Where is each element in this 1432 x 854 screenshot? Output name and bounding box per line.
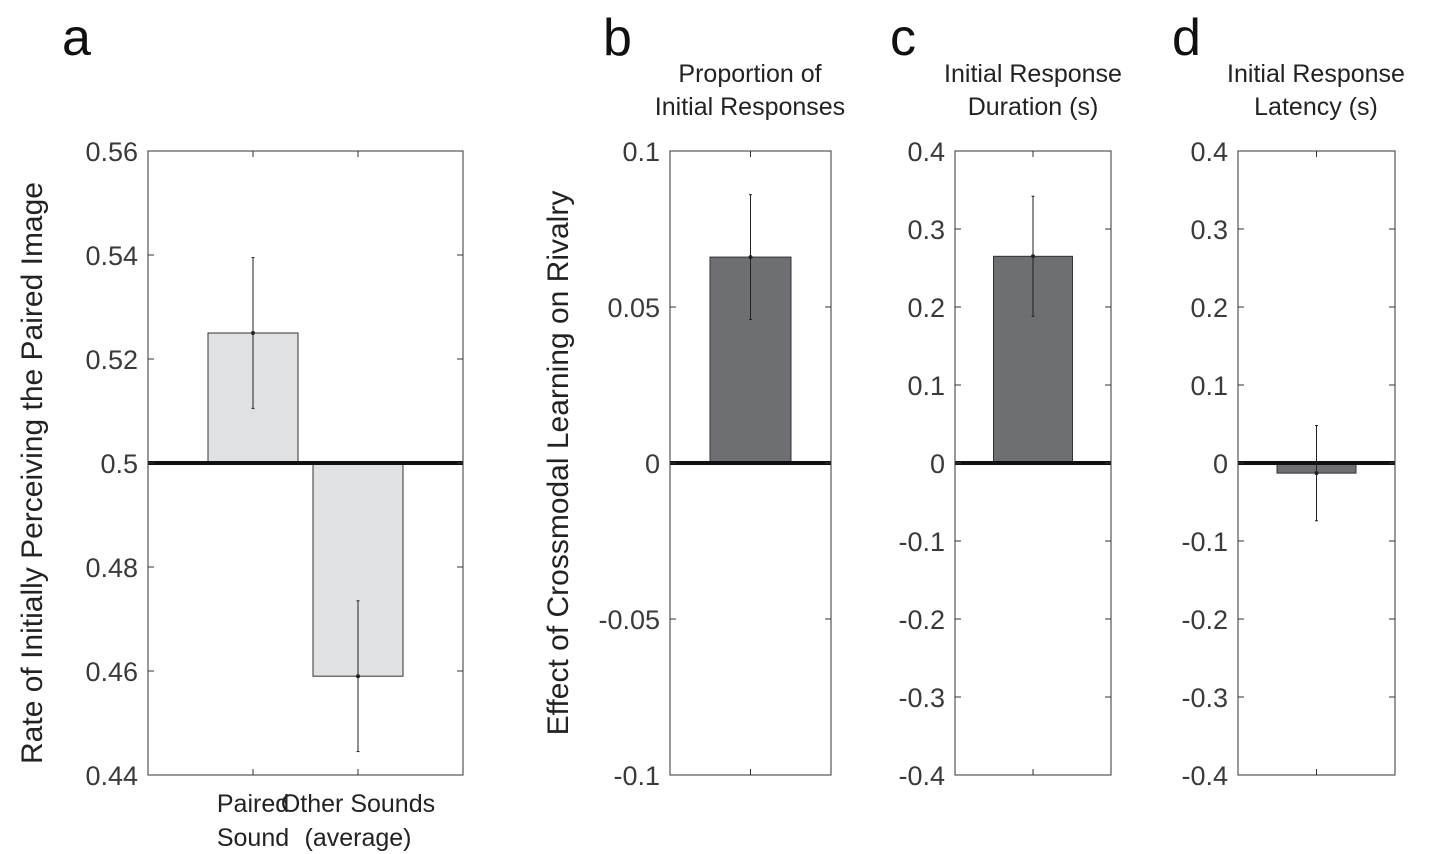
y-tick-label: 0 — [645, 449, 660, 479]
x-category-label: (average) — [305, 824, 412, 852]
panel-letter: d — [1172, 9, 1201, 67]
panel-letter: c — [890, 9, 916, 67]
y-tick-label: -0.1 — [898, 527, 945, 557]
y-tick-label: 0 — [1213, 449, 1228, 479]
y-tick-label: 0.3 — [907, 215, 945, 245]
y-tick-label: -0.3 — [898, 683, 945, 713]
panel-title-line: Proportion of — [678, 60, 821, 88]
panel-letter: a — [62, 9, 91, 67]
y-tick-label: 0.52 — [85, 345, 138, 375]
y-tick-label: 0.46 — [85, 657, 138, 687]
panel-title-line: Duration (s) — [968, 93, 1099, 121]
y-tick-label: 0.2 — [1190, 293, 1228, 323]
panel-a: a Rate of Initially Perceiving the Paired… — [16, 9, 464, 852]
mean-point — [356, 674, 360, 679]
y-tick-label: 0.44 — [85, 761, 138, 791]
y-tick-label: -0.2 — [898, 605, 945, 635]
y-tick-label: 0.4 — [907, 137, 945, 167]
y-tick-label: 0.48 — [85, 553, 138, 583]
mean-point — [1314, 471, 1319, 476]
y-tick-label: -0.1 — [613, 761, 660, 791]
x-category-label: Sound — [217, 824, 289, 852]
y-tick-label: -0.1 — [1181, 527, 1228, 557]
panel-b: b Proportion of Initial Responses Effect of… — [542, 9, 845, 791]
y-tick-label: 0.4 — [1190, 137, 1228, 167]
y-tick-label: 0.05 — [607, 293, 660, 323]
y-tick-label: 0.2 — [907, 293, 945, 323]
panel-title-line: Initial Response — [944, 60, 1122, 88]
mean-point — [748, 255, 753, 260]
x-category-label: Paired — [217, 790, 289, 818]
panel-title-line: Latency (s) — [1254, 93, 1378, 121]
mean-point — [251, 331, 255, 335]
y-tick-label: -0.4 — [1181, 761, 1228, 791]
y-axis-label: Effect of Crossmodal Learning on Rivalry — [542, 191, 575, 736]
y-tick-label: 0.1 — [622, 137, 660, 167]
panel-title-line: Initial Response — [1227, 60, 1405, 88]
y-tick-label: 0.1 — [1190, 371, 1228, 401]
y-tick-label: 0.56 — [85, 137, 138, 167]
y-tick-label: -0.2 — [1181, 605, 1228, 635]
y-tick-label: -0.05 — [598, 605, 660, 635]
y-tick-label: 0.54 — [85, 241, 138, 271]
y-tick-label: -0.4 — [898, 761, 945, 791]
y-tick-label: -0.3 — [1181, 683, 1228, 713]
y-axis-label: Rate of Initially Perceiving the Paired … — [16, 182, 49, 764]
y-tick-label: 0 — [930, 449, 945, 479]
y-tick-label: 0.5 — [100, 449, 138, 479]
panel-c: c Initial Response Duration (s) -0.4 -0.3 -0.… — [890, 9, 1122, 791]
bar — [993, 255, 1073, 464]
y-tick-label: 0.3 — [1190, 215, 1228, 245]
panel-d: d Initial Response Latency (s) -0.4 -0.3 -0.2… — [1172, 9, 1405, 791]
mean-point — [1031, 254, 1035, 259]
panel-title-line: Initial Responses — [655, 93, 845, 121]
y-tick-label: 0.1 — [907, 371, 945, 401]
panel-letter: b — [603, 9, 632, 67]
x-category-label: Other Sounds — [281, 790, 435, 818]
